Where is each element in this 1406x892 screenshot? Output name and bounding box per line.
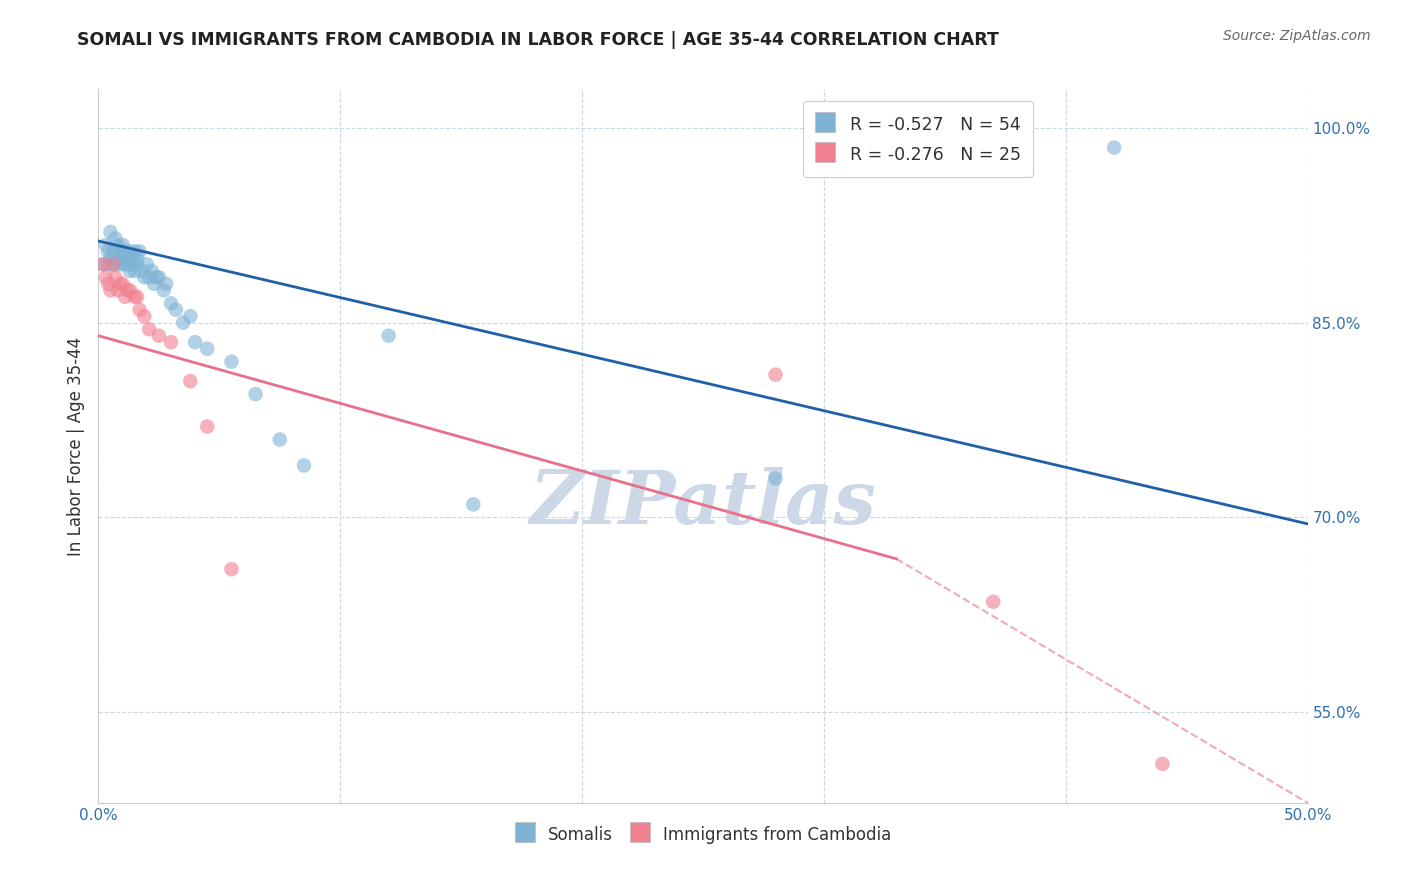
Point: [97, 244, 120, 259]
Legend: Somalis, Immigrants from Cambodia: Somalis, Immigrants from Cambodia: [508, 818, 898, 852]
Point: [131, 264, 153, 278]
Point: [104, 244, 127, 259]
Point: [765, 368, 787, 382]
Point: [114, 244, 136, 259]
Point: [94, 270, 117, 285]
Point: [101, 257, 124, 271]
Point: [134, 270, 156, 285]
Point: [463, 497, 485, 511]
Point: [111, 251, 134, 265]
Point: [111, 277, 134, 291]
Point: [104, 257, 127, 271]
Point: [172, 316, 194, 330]
Point: [91, 257, 114, 271]
Point: [114, 257, 136, 271]
Point: [108, 277, 131, 291]
Point: [128, 244, 150, 259]
Point: [221, 354, 243, 368]
Point: [124, 264, 146, 278]
Point: [195, 419, 218, 434]
Point: [114, 290, 136, 304]
Point: [155, 277, 177, 291]
Point: [245, 387, 267, 401]
Point: [104, 231, 127, 245]
Point: [107, 238, 129, 252]
Point: [101, 257, 124, 271]
Point: [165, 302, 187, 317]
Point: [179, 310, 201, 324]
Point: [127, 290, 149, 304]
Point: [179, 374, 201, 388]
Point: [100, 225, 122, 239]
Point: [100, 251, 122, 265]
Point: [269, 433, 291, 447]
Point: [221, 562, 243, 576]
Point: [152, 283, 174, 297]
Point: [108, 244, 131, 259]
Point: [108, 257, 131, 271]
Point: [148, 270, 170, 285]
Point: [124, 244, 146, 259]
Point: [765, 471, 787, 485]
Text: SOMALI VS IMMIGRANTS FROM CAMBODIA IN LABOR FORCE | AGE 35-44 CORRELATION CHART: SOMALI VS IMMIGRANTS FROM CAMBODIA IN LA…: [77, 31, 1000, 49]
Point: [118, 244, 141, 259]
Point: [124, 290, 146, 304]
Point: [117, 283, 139, 297]
Point: [138, 270, 160, 285]
Point: [148, 328, 170, 343]
Point: [97, 277, 120, 291]
Point: [981, 595, 1004, 609]
Point: [377, 328, 399, 343]
Point: [100, 283, 122, 297]
Point: [94, 238, 117, 252]
Point: [292, 458, 315, 473]
Point: [104, 270, 127, 285]
Point: [135, 257, 157, 271]
Point: [121, 251, 143, 265]
Point: [145, 270, 167, 285]
Text: Source: ZipAtlas.com: Source: ZipAtlas.com: [1223, 29, 1371, 43]
Point: [138, 322, 160, 336]
Point: [195, 342, 218, 356]
Point: [101, 244, 124, 259]
Point: [128, 302, 150, 317]
Point: [91, 257, 114, 271]
Point: [134, 310, 156, 324]
Point: [143, 277, 166, 291]
Point: [111, 238, 134, 252]
Point: [160, 335, 183, 350]
Point: [141, 264, 163, 278]
Point: [117, 251, 139, 265]
Point: [118, 283, 141, 297]
Point: [107, 251, 129, 265]
Point: [107, 283, 129, 297]
Point: [121, 257, 143, 271]
Point: [118, 264, 141, 278]
Point: [1102, 140, 1125, 154]
Y-axis label: In Labor Force | Age 35-44: In Labor Force | Age 35-44: [66, 336, 84, 556]
Point: [127, 257, 149, 271]
Point: [184, 335, 207, 350]
Point: [117, 257, 139, 271]
Point: [160, 296, 183, 310]
Text: ZIPatlas: ZIPatlas: [530, 467, 876, 540]
Point: [1152, 756, 1174, 771]
Point: [97, 257, 120, 271]
Point: [127, 251, 149, 265]
